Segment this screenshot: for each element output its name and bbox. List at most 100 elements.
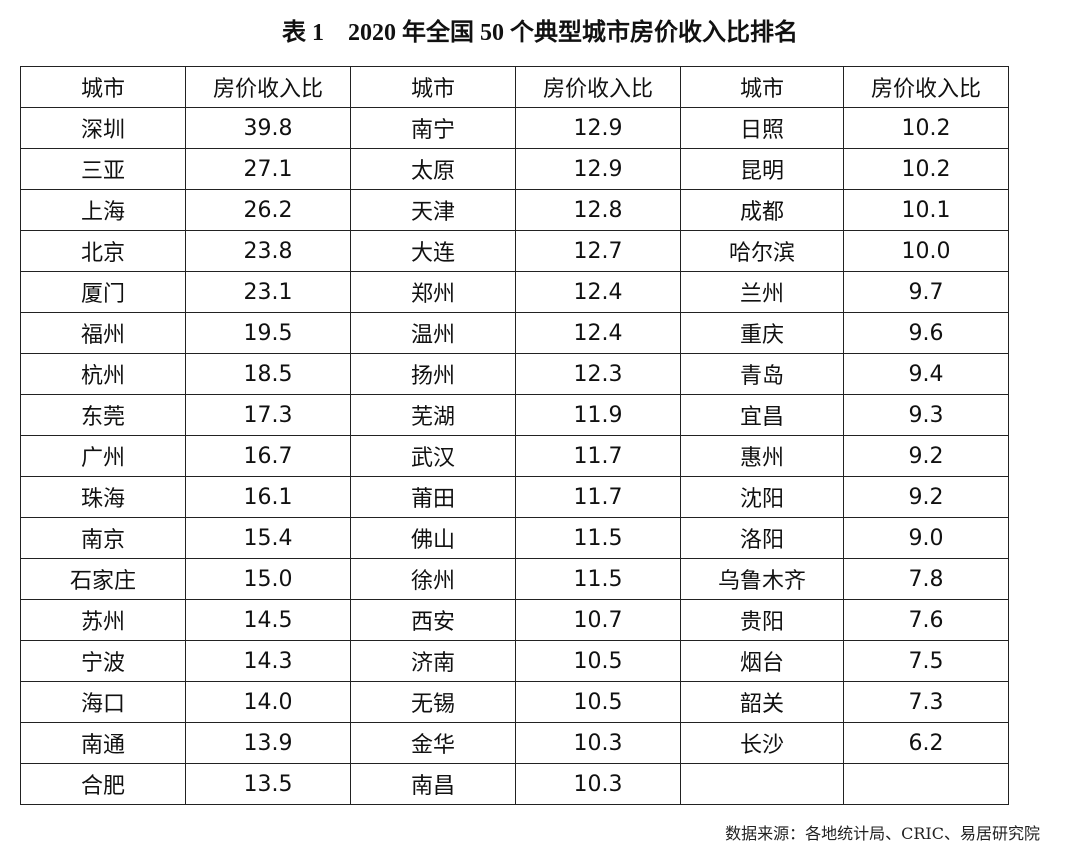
table-cell: 10.3 [515, 763, 681, 805]
table-row: 广州 16.7 武汉 11.7 惠州 9.2 [20, 435, 1009, 477]
table-cell: 长沙 [680, 722, 844, 764]
table-cell: 11.7 [515, 435, 681, 477]
table-cell: 9.0 [843, 517, 1009, 559]
table-cell: 14.3 [185, 640, 351, 682]
table-cell: 7.3 [843, 681, 1009, 723]
table-cell: 23.8 [185, 230, 351, 272]
table-cell: 16.7 [185, 435, 351, 477]
table-cell: 成都 [680, 189, 844, 231]
table-cell: 莆田 [350, 476, 516, 518]
table-cell: 珠海 [20, 476, 186, 518]
table-cell: 城市 [680, 66, 844, 108]
table-cell: 10.0 [843, 230, 1009, 272]
table-cell: 9.6 [843, 312, 1009, 354]
table-row: 福州 19.5 温州 12.4 重庆 9.6 [20, 312, 1009, 354]
table-cell: 12.9 [515, 107, 681, 149]
table-cell: 7.8 [843, 558, 1009, 600]
table-cell: 厦门 [20, 271, 186, 313]
table-cell: 11.5 [515, 558, 681, 600]
table-cell: 济南 [350, 640, 516, 682]
table-row: 南京 15.4 佛山 11.5 洛阳 9.0 [20, 517, 1009, 559]
table-cell: 10.3 [515, 722, 681, 764]
table-cell: 10.5 [515, 640, 681, 682]
table-cell: 7.6 [843, 599, 1009, 641]
table-cell: 26.2 [185, 189, 351, 231]
table-cell: 房价收入比 [515, 66, 681, 108]
table-cell: 上海 [20, 189, 186, 231]
table-cell: 沈阳 [680, 476, 844, 518]
table-cell: 13.5 [185, 763, 351, 805]
table-cell: 12.3 [515, 353, 681, 395]
table-cell: 城市 [350, 66, 516, 108]
empty-cell [680, 763, 844, 805]
table-cell: 9.2 [843, 476, 1009, 518]
table-cell: 兰州 [680, 271, 844, 313]
table-cell: 东莞 [20, 394, 186, 436]
table-cell: 芜湖 [350, 394, 516, 436]
table-row: 海口 14.0 无锡 10.5 韶关 7.3 [20, 681, 1009, 723]
table-cell: 金华 [350, 722, 516, 764]
table-cell: 10.1 [843, 189, 1009, 231]
table-cell: 城市 [20, 66, 186, 108]
table-cell: 青岛 [680, 353, 844, 395]
source-note: 数据来源：各地统计局、CRIC、易居研究院 [725, 824, 1040, 843]
table-row: 东莞 17.3 芜湖 11.9 宜昌 9.3 [20, 394, 1009, 436]
table-row: 厦门 23.1 郑州 12.4 兰州 9.7 [20, 271, 1009, 313]
table-cell: 杭州 [20, 353, 186, 395]
table-cell: 佛山 [350, 517, 516, 559]
table-cell: 惠州 [680, 435, 844, 477]
table-cell: 南宁 [350, 107, 516, 149]
table-cell: 11.9 [515, 394, 681, 436]
table-row: 三亚 27.1 太原 12.9 昆明 10.2 [20, 148, 1009, 190]
table-row: 北京 23.8 大连 12.7 哈尔滨 10.0 [20, 230, 1009, 272]
table-cell: 10.5 [515, 681, 681, 723]
table-cell: 宜昌 [680, 394, 844, 436]
table-cell: 无锡 [350, 681, 516, 723]
table-cell: 大连 [350, 230, 516, 272]
table-cell: 贵阳 [680, 599, 844, 641]
table-cell: 11.7 [515, 476, 681, 518]
table-cell: 合肥 [20, 763, 186, 805]
table-cell: 12.4 [515, 271, 681, 313]
table-cell: 9.4 [843, 353, 1009, 395]
table-cell: 14.5 [185, 599, 351, 641]
table-cell: 深圳 [20, 107, 186, 149]
table-cell: 12.4 [515, 312, 681, 354]
table-cell: 房价收入比 [843, 66, 1009, 108]
table-cell: 15.0 [185, 558, 351, 600]
table-cell: 广州 [20, 435, 186, 477]
table-cell: 郑州 [350, 271, 516, 313]
table-cell: 南昌 [350, 763, 516, 805]
table-cell: 39.8 [185, 107, 351, 149]
empty-cell [843, 763, 1009, 805]
table-cell: 宁波 [20, 640, 186, 682]
table-row: 深圳 39.8 南宁 12.9 日照 10.2 [20, 107, 1009, 149]
table-cell: 三亚 [20, 148, 186, 190]
table-cell: 14.0 [185, 681, 351, 723]
table-cell: 天津 [350, 189, 516, 231]
table-cell: 9.3 [843, 394, 1009, 436]
table-cell: 福州 [20, 312, 186, 354]
header-row: 城市 房价收入比 城市 房价收入比 城市 房价收入比 [20, 66, 1009, 108]
table-cell: 北京 [20, 230, 186, 272]
table-cell: 徐州 [350, 558, 516, 600]
data-table: 城市 房价收入比 城市 房价收入比 城市 房价收入比 深圳 39.8 南宁 12.9 日照 10.2 三… [20, 66, 1009, 805]
table-cell: 10.2 [843, 148, 1009, 190]
table-cell: 温州 [350, 312, 516, 354]
table-cell: 23.1 [185, 271, 351, 313]
table-cell: 太原 [350, 148, 516, 190]
table-row: 上海 26.2 天津 12.8 成都 10.1 [20, 189, 1009, 231]
table-cell: 19.5 [185, 312, 351, 354]
table-row: 苏州 14.5 西安 10.7 贵阳 7.6 [20, 599, 1009, 641]
table-cell: 27.1 [185, 148, 351, 190]
table-cell: 苏州 [20, 599, 186, 641]
table-row: 杭州 18.5 扬州 12.3 青岛 9.4 [20, 353, 1009, 395]
table-cell: 重庆 [680, 312, 844, 354]
table-cell: 7.5 [843, 640, 1009, 682]
table-cell: 哈尔滨 [680, 230, 844, 272]
table-cell: 12.9 [515, 148, 681, 190]
table-cell: 12.8 [515, 189, 681, 231]
table-cell: 9.2 [843, 435, 1009, 477]
table-cell: 石家庄 [20, 558, 186, 600]
